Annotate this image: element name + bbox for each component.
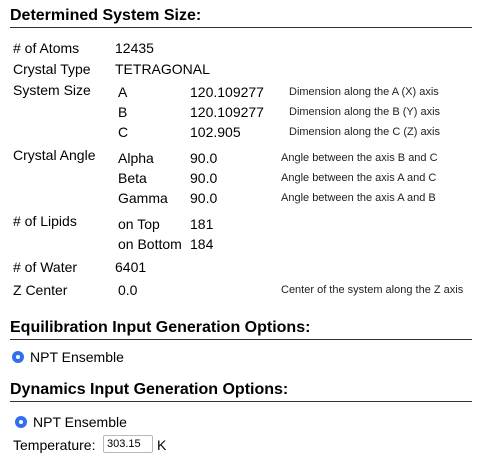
dynamics-npt-radio[interactable] [15,416,27,428]
atoms-value: 12435 [115,40,154,56]
dynamics-npt-label[interactable]: NPT Ensemble [33,414,127,430]
axis-a-desc: Dimension along the A (X) axis [289,86,439,98]
axis-b-label: B [118,104,128,120]
lipids-bottom-value: 184 [190,236,214,252]
angle-alpha-desc: Angle between the axis B and C [281,152,438,164]
water-value: 6401 [115,259,147,275]
axis-c-desc: Dimension along the C (Z) axis [289,126,441,138]
temperature-input[interactable] [103,435,153,453]
axis-b-desc: Dimension along the B (Y) axis [289,106,441,118]
angle-beta-value: 90.0 [190,170,218,186]
crystal-angle-label: Crystal Angle [13,147,96,163]
axis-a-label: A [118,84,128,100]
lipids-top-label: on Top [118,216,160,232]
axis-c-label: C [118,124,129,140]
axis-a-value: 120.109277 [190,84,264,100]
angle-beta-desc: Angle between the axis A and C [281,172,437,184]
lipids-top-value: 181 [190,216,214,232]
z-center-label: Z Center [13,282,68,298]
crystal-type-label: Crystal Type [13,61,91,77]
axis-c-value: 102.905 [190,124,241,140]
lipids-bottom-label: on Bottom [118,236,182,252]
angle-alpha-value: 90.0 [190,150,218,166]
angle-beta-label: Beta [118,170,147,186]
equilibration-npt-label[interactable]: NPT Ensemble [30,349,124,365]
equilibration-npt-radio[interactable] [12,351,24,363]
equilibration-heading: Equilibration Input Generation Options: [10,318,472,340]
temperature-unit: K [157,437,167,453]
z-center-value: 0.0 [118,282,138,298]
lipids-label: # of Lipids [13,213,77,229]
z-center-desc: Center of the system along the Z axis [281,284,464,296]
axis-b-value: 120.109277 [190,104,264,120]
angle-alpha-label: Alpha [118,150,154,166]
crystal-type-value: TETRAGONAL [115,61,210,77]
temperature-label: Temperature: [13,437,96,453]
angle-gamma-desc: Angle between the axis A and B [281,192,436,204]
atoms-label: # of Atoms [13,40,80,56]
system-size-heading: Determined System Size: [10,6,472,28]
dynamics-heading: Dynamics Input Generation Options: [10,380,472,402]
angle-gamma-label: Gamma [118,190,168,206]
angle-gamma-value: 90.0 [190,190,218,206]
water-label: # of Water [13,259,78,275]
system-size-label: System Size [13,82,91,98]
